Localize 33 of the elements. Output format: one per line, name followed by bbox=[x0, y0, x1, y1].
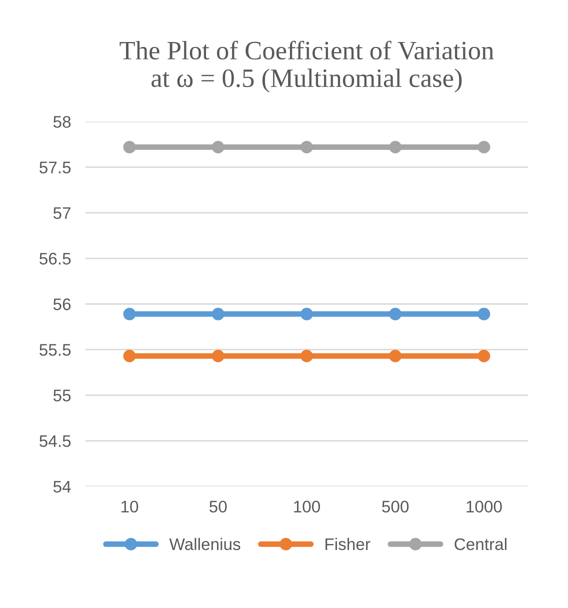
y-tick-label: 56.5 bbox=[40, 252, 71, 265]
point bbox=[389, 140, 402, 154]
y-tick-label: 55.5 bbox=[40, 344, 71, 356]
point bbox=[389, 350, 402, 362]
y-tick-label: 57.5 bbox=[40, 162, 71, 174]
point bbox=[389, 308, 402, 320]
y-tick-label: 54 bbox=[53, 480, 71, 493]
point bbox=[300, 308, 313, 320]
point bbox=[123, 140, 136, 154]
x-tick-label: 500 bbox=[382, 500, 409, 513]
x-tick-label: 100 bbox=[294, 500, 320, 513]
point bbox=[300, 350, 313, 362]
point bbox=[123, 350, 136, 362]
point bbox=[300, 140, 313, 154]
point bbox=[212, 308, 224, 320]
point bbox=[478, 350, 490, 362]
legend-label: Wallenius bbox=[169, 538, 240, 550]
point bbox=[123, 308, 136, 320]
x-tick-label: 1000 bbox=[466, 500, 502, 513]
x-tick-label: 50 bbox=[210, 500, 227, 513]
y-tick-label: 55 bbox=[53, 390, 71, 402]
point bbox=[212, 350, 224, 362]
point bbox=[478, 140, 490, 154]
point bbox=[212, 140, 224, 154]
y-tick-label: 54.5 bbox=[40, 435, 71, 448]
y-tick-label: 58 bbox=[53, 116, 71, 128]
y-tick-label: 56 bbox=[53, 298, 71, 310]
chart-title: The Plot of Coefficient of Variation at ω = 0.5 (Multinomial case) bbox=[120, 40, 494, 92]
point bbox=[478, 308, 490, 320]
y-tick-label: 57 bbox=[53, 207, 70, 220]
legend-label: Fisher bbox=[326, 538, 370, 550]
x-tick-label: 10 bbox=[122, 500, 138, 513]
legend-label: Central bbox=[454, 538, 506, 550]
